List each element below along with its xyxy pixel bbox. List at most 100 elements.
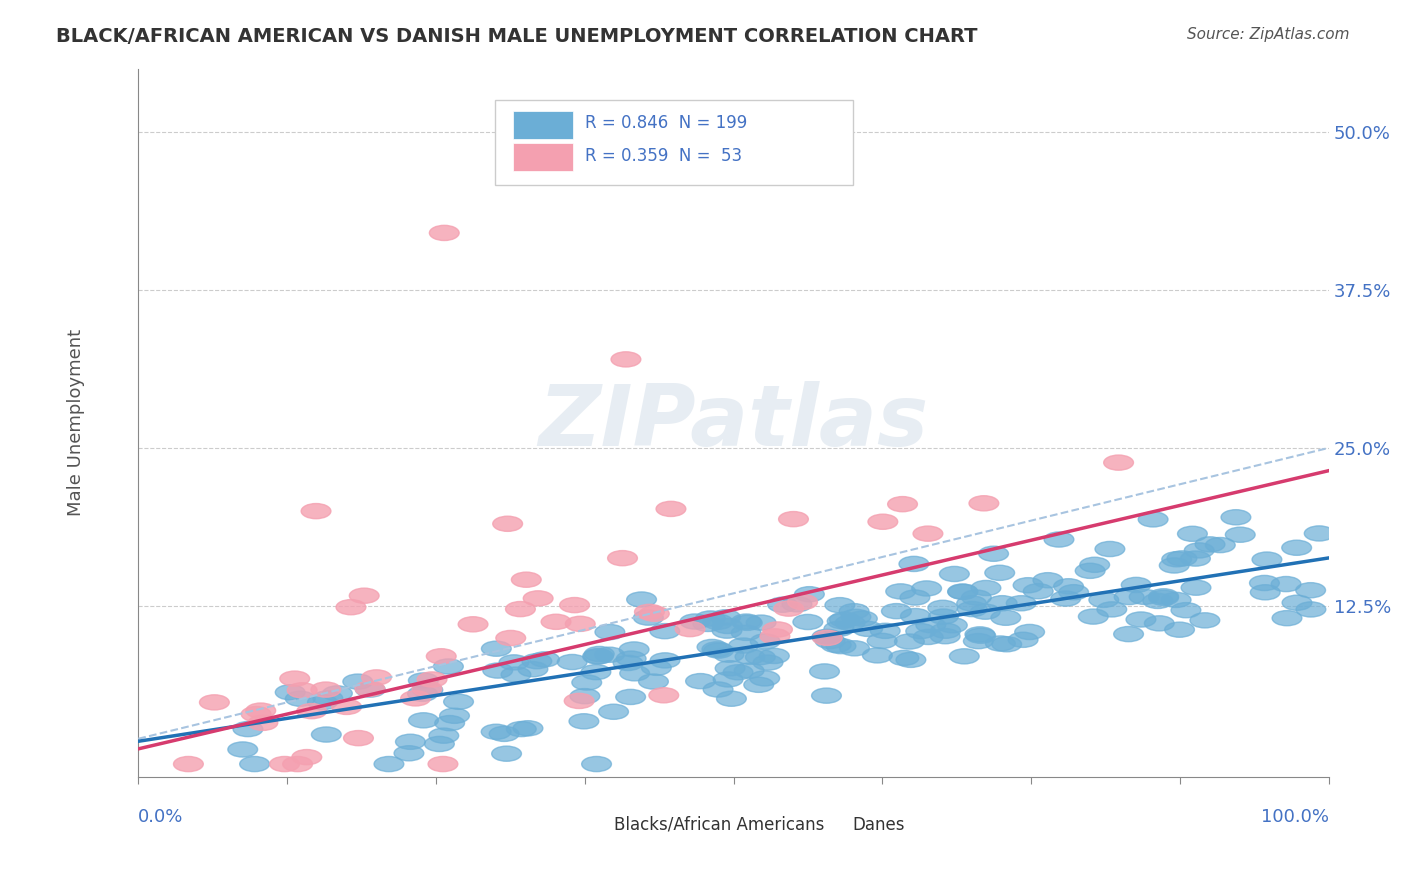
Ellipse shape <box>1059 584 1088 599</box>
Ellipse shape <box>412 681 441 697</box>
Ellipse shape <box>1014 578 1043 593</box>
Ellipse shape <box>506 601 536 616</box>
Ellipse shape <box>1253 552 1282 567</box>
Ellipse shape <box>931 629 960 644</box>
Ellipse shape <box>948 584 977 599</box>
Ellipse shape <box>247 715 278 731</box>
Ellipse shape <box>986 636 1015 651</box>
Ellipse shape <box>395 734 425 749</box>
Ellipse shape <box>749 671 779 686</box>
Ellipse shape <box>965 627 995 642</box>
Ellipse shape <box>905 624 935 639</box>
Ellipse shape <box>900 608 931 624</box>
Ellipse shape <box>409 713 439 728</box>
Ellipse shape <box>1114 590 1144 605</box>
Ellipse shape <box>811 688 841 703</box>
Ellipse shape <box>283 756 312 772</box>
Ellipse shape <box>640 607 669 622</box>
Ellipse shape <box>1122 577 1152 592</box>
Ellipse shape <box>853 621 883 636</box>
Ellipse shape <box>782 597 811 612</box>
Ellipse shape <box>650 653 681 668</box>
Ellipse shape <box>1296 582 1326 598</box>
Ellipse shape <box>1080 558 1109 573</box>
FancyBboxPatch shape <box>513 111 572 139</box>
Ellipse shape <box>762 622 793 637</box>
Ellipse shape <box>434 715 464 731</box>
Ellipse shape <box>595 624 624 640</box>
Ellipse shape <box>747 615 776 630</box>
Ellipse shape <box>862 648 893 663</box>
Ellipse shape <box>496 631 526 646</box>
Ellipse shape <box>759 648 789 664</box>
Ellipse shape <box>825 598 855 613</box>
Ellipse shape <box>1296 602 1326 617</box>
Ellipse shape <box>1282 595 1312 610</box>
Ellipse shape <box>1160 558 1189 573</box>
Ellipse shape <box>1008 632 1038 648</box>
Ellipse shape <box>239 756 270 772</box>
Ellipse shape <box>314 690 343 706</box>
Ellipse shape <box>703 643 734 658</box>
Ellipse shape <box>322 686 353 701</box>
Ellipse shape <box>896 652 925 667</box>
Ellipse shape <box>619 642 650 657</box>
Ellipse shape <box>1126 612 1156 627</box>
Ellipse shape <box>349 588 380 603</box>
Ellipse shape <box>1250 585 1279 600</box>
Ellipse shape <box>723 665 754 680</box>
Ellipse shape <box>200 695 229 710</box>
Ellipse shape <box>482 663 513 678</box>
Ellipse shape <box>938 617 967 632</box>
Ellipse shape <box>716 661 745 676</box>
Text: 0.0%: 0.0% <box>138 808 184 826</box>
Ellipse shape <box>773 601 804 616</box>
Ellipse shape <box>408 686 437 701</box>
Ellipse shape <box>481 641 512 657</box>
Ellipse shape <box>1024 583 1053 599</box>
Ellipse shape <box>827 614 858 629</box>
Ellipse shape <box>810 664 839 679</box>
Text: Source: ZipAtlas.com: Source: ZipAtlas.com <box>1187 27 1350 42</box>
Ellipse shape <box>1144 615 1174 631</box>
Ellipse shape <box>613 656 643 671</box>
Ellipse shape <box>620 665 650 681</box>
Ellipse shape <box>499 655 529 670</box>
Ellipse shape <box>523 591 553 606</box>
Ellipse shape <box>297 704 326 719</box>
Ellipse shape <box>754 655 783 670</box>
Ellipse shape <box>733 615 762 631</box>
Ellipse shape <box>1076 563 1105 578</box>
Ellipse shape <box>444 694 474 709</box>
Ellipse shape <box>616 690 645 705</box>
Ellipse shape <box>956 596 987 611</box>
FancyBboxPatch shape <box>495 101 852 186</box>
Ellipse shape <box>607 550 637 566</box>
Ellipse shape <box>1226 527 1256 542</box>
Ellipse shape <box>1184 543 1213 558</box>
Ellipse shape <box>979 546 1008 561</box>
Ellipse shape <box>311 682 340 698</box>
Ellipse shape <box>713 618 742 633</box>
Ellipse shape <box>595 648 624 663</box>
Ellipse shape <box>612 351 641 367</box>
Ellipse shape <box>835 615 865 631</box>
Ellipse shape <box>1139 512 1168 527</box>
Ellipse shape <box>634 604 664 619</box>
Ellipse shape <box>848 611 877 626</box>
Ellipse shape <box>292 749 322 764</box>
Ellipse shape <box>827 639 856 654</box>
Ellipse shape <box>882 604 911 619</box>
Ellipse shape <box>374 756 404 772</box>
Ellipse shape <box>713 672 742 687</box>
Ellipse shape <box>1033 573 1063 588</box>
Ellipse shape <box>768 597 797 612</box>
Ellipse shape <box>429 226 460 241</box>
Ellipse shape <box>1097 602 1126 617</box>
Ellipse shape <box>1149 589 1178 604</box>
Ellipse shape <box>939 566 969 582</box>
Ellipse shape <box>481 724 510 739</box>
Ellipse shape <box>1143 593 1173 608</box>
FancyBboxPatch shape <box>513 143 572 171</box>
Ellipse shape <box>1007 596 1036 611</box>
